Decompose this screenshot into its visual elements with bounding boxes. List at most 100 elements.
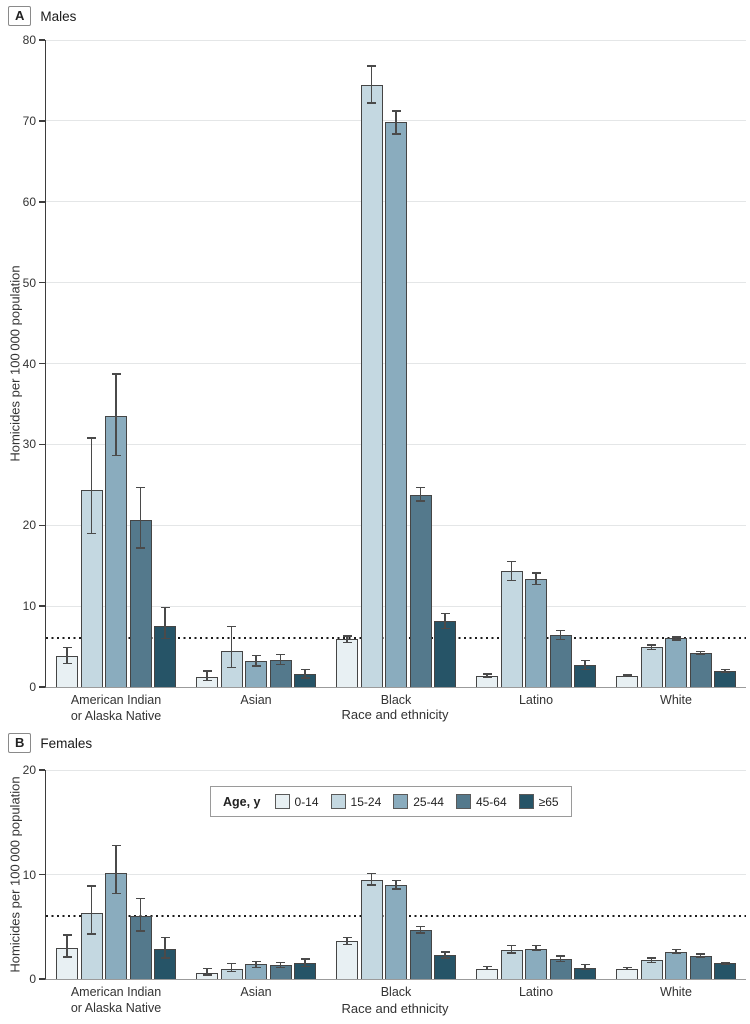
bar	[336, 639, 358, 687]
error-bar-cap	[507, 944, 516, 947]
error-bar	[206, 670, 208, 681]
error-bar-cap	[622, 966, 632, 969]
error-bar	[164, 937, 166, 959]
error-bar	[535, 572, 537, 585]
error-bar	[444, 613, 446, 629]
error-bar	[304, 959, 306, 967]
error-bar	[626, 967, 628, 970]
error-bar-cap	[62, 662, 72, 665]
error-bar-cap	[696, 653, 705, 656]
error-bar-cap	[580, 968, 590, 971]
error-bar	[90, 885, 93, 935]
error-bar-cap	[251, 665, 261, 667]
error-bar-cap	[276, 961, 285, 963]
error-bar-cap	[300, 668, 310, 670]
error-bar-cap	[482, 965, 492, 968]
bar	[525, 948, 547, 979]
error-bar-cap	[580, 659, 590, 661]
y-tick-label: 40	[22, 356, 36, 371]
bar	[640, 960, 663, 979]
error-bar	[395, 111, 397, 134]
error-bar-cap	[556, 960, 565, 962]
bar	[525, 578, 547, 687]
error-bar	[230, 626, 233, 668]
error-bar-cap	[136, 547, 145, 549]
error-bar-cap	[440, 628, 450, 630]
error-bar-cap	[556, 638, 565, 640]
bar	[689, 653, 712, 687]
legend-title: Age, y	[223, 794, 261, 809]
error-bar	[584, 964, 586, 970]
error-bar-cap	[440, 612, 450, 615]
legend-item: ≥65	[518, 794, 559, 809]
error-bar	[510, 561, 513, 581]
bar	[665, 638, 687, 687]
y-axis-tick	[38, 39, 45, 41]
error-bar-cap	[671, 949, 681, 951]
error-bar-cap	[202, 974, 212, 976]
bar	[500, 949, 523, 979]
error-bar-cap	[647, 961, 656, 963]
error-bar	[139, 487, 142, 548]
error-bar-cap	[647, 957, 656, 959]
y-tick-label: 0	[29, 680, 36, 694]
error-bar-cap	[111, 373, 121, 375]
error-bar-cap	[671, 639, 681, 641]
error-bar-cap	[556, 955, 565, 957]
error-bar	[66, 647, 68, 664]
error-bar	[559, 630, 562, 640]
bar	[409, 494, 432, 687]
error-bar-cap	[300, 958, 310, 960]
error-bar-cap	[720, 668, 730, 670]
error-bar	[444, 951, 446, 959]
grid-line	[46, 874, 746, 875]
legend-item-label: 25-44	[413, 794, 444, 809]
error-bar-cap	[227, 625, 236, 628]
error-bar-cap	[111, 892, 121, 894]
error-bar-cap	[276, 653, 285, 656]
error-bar-cap	[696, 953, 705, 955]
y-tick-label: 20	[22, 763, 36, 777]
error-bar	[115, 845, 117, 894]
legend-item-label: 45-64	[475, 794, 507, 809]
error-bar	[395, 880, 397, 890]
error-bar	[66, 935, 68, 958]
error-bar-cap	[367, 872, 376, 875]
panel-b-plot-area: 0 10 20 American Indian or Alaska Native Asi…	[23, 763, 746, 1015]
error-bar-cap	[136, 897, 145, 900]
error-bar	[419, 487, 422, 501]
error-bar	[139, 898, 142, 931]
y-tick-label: 70	[22, 113, 36, 128]
error-bar-cap	[580, 668, 590, 670]
error-bar-cap	[580, 963, 590, 966]
error-bar-cap	[440, 957, 450, 959]
error-bar-cap	[696, 650, 705, 653]
bar	[385, 122, 407, 687]
error-bar-cap	[531, 950, 541, 952]
bar	[105, 416, 127, 687]
y-axis-tick	[38, 873, 45, 876]
x-category-label: Latino	[518, 693, 554, 707]
error-bar	[724, 962, 726, 965]
error-bar-cap	[87, 532, 96, 535]
error-bar	[164, 607, 166, 639]
grid-line	[46, 769, 746, 771]
error-bar-cap	[160, 637, 170, 640]
error-bar-cap	[482, 968, 492, 971]
panel-a-plot-area: 0 10 20 30 40 50 60 70 80 American Indian or Alas…	[23, 33, 746, 723]
y-tick-label: 20	[22, 518, 36, 533]
error-bar-cap	[276, 663, 285, 666]
y-axis-tick	[38, 978, 45, 980]
error-bar-cap	[300, 965, 310, 968]
error-bar-cap	[391, 110, 401, 112]
error-bar-cap	[202, 967, 212, 970]
panel-b-x-axis-label: Race and ethnicity	[341, 1001, 449, 1016]
error-bar	[650, 958, 653, 963]
bar	[714, 670, 736, 687]
error-bar	[419, 926, 422, 934]
error-bar	[486, 674, 488, 678]
error-bar-cap	[531, 572, 541, 574]
legend-swatch-icon	[455, 794, 471, 809]
y-axis-tick	[38, 524, 45, 526]
